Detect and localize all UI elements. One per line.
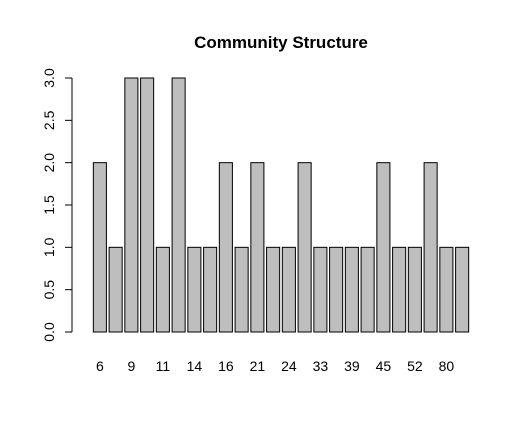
x-tick-label-45: 45	[376, 358, 392, 374]
y-tick-label-1.0: 1.0	[41, 237, 57, 257]
bar-52	[408, 247, 421, 332]
x-axis-labels: 6 9 11 14 16 21 24 33 39 45 52 80	[96, 358, 454, 374]
x-tick-label-39: 39	[344, 358, 360, 374]
x-tick-label-16: 16	[218, 358, 234, 374]
x-tick-label-6: 6	[96, 358, 104, 374]
bar-30	[298, 163, 311, 332]
bar-6	[93, 163, 106, 332]
y-axis: 0.0 0.5 1.0 1.5 2.0 2.5 3.0	[41, 68, 72, 342]
bar-90	[456, 247, 469, 332]
bar-13	[172, 78, 185, 332]
y-tick-label-0.5: 0.5	[41, 280, 57, 300]
bar-33	[314, 247, 327, 332]
bar-80	[440, 247, 453, 332]
y-tick-label-2.0: 2.0	[41, 153, 57, 173]
x-tick-label-33: 33	[313, 358, 329, 374]
y-tick-label-1.5: 1.5	[41, 195, 57, 215]
bar-7	[109, 247, 122, 332]
bar-39	[345, 247, 358, 332]
bar-21	[251, 163, 264, 332]
bar-14	[188, 247, 201, 332]
bar-11	[156, 247, 169, 332]
bar-22	[267, 247, 280, 332]
y-tick-label-0.0: 0.0	[41, 322, 57, 342]
x-tick-label-80: 80	[439, 358, 455, 374]
x-tick-label-14: 14	[187, 358, 203, 374]
bars-group	[93, 78, 468, 332]
bar-17	[235, 247, 248, 332]
bar-50	[393, 247, 406, 332]
bar-45	[377, 163, 390, 332]
bar-34	[330, 247, 343, 332]
bar-10	[141, 78, 154, 332]
bar-40	[361, 247, 374, 332]
bar-15	[204, 247, 217, 332]
y-tick-label-3.0: 3.0	[41, 68, 57, 88]
chart-title: Community Structure	[194, 33, 368, 52]
bar-16	[219, 163, 232, 332]
x-tick-label-21: 21	[250, 358, 266, 374]
bar-24	[282, 247, 295, 332]
x-tick-label-9: 9	[127, 358, 135, 374]
x-tick-label-24: 24	[281, 358, 297, 374]
y-tick-label-2.5: 2.5	[41, 110, 57, 130]
x-tick-label-11: 11	[156, 358, 171, 374]
bar-60	[424, 163, 437, 332]
x-tick-label-52: 52	[407, 358, 423, 374]
bar-9	[125, 78, 138, 332]
